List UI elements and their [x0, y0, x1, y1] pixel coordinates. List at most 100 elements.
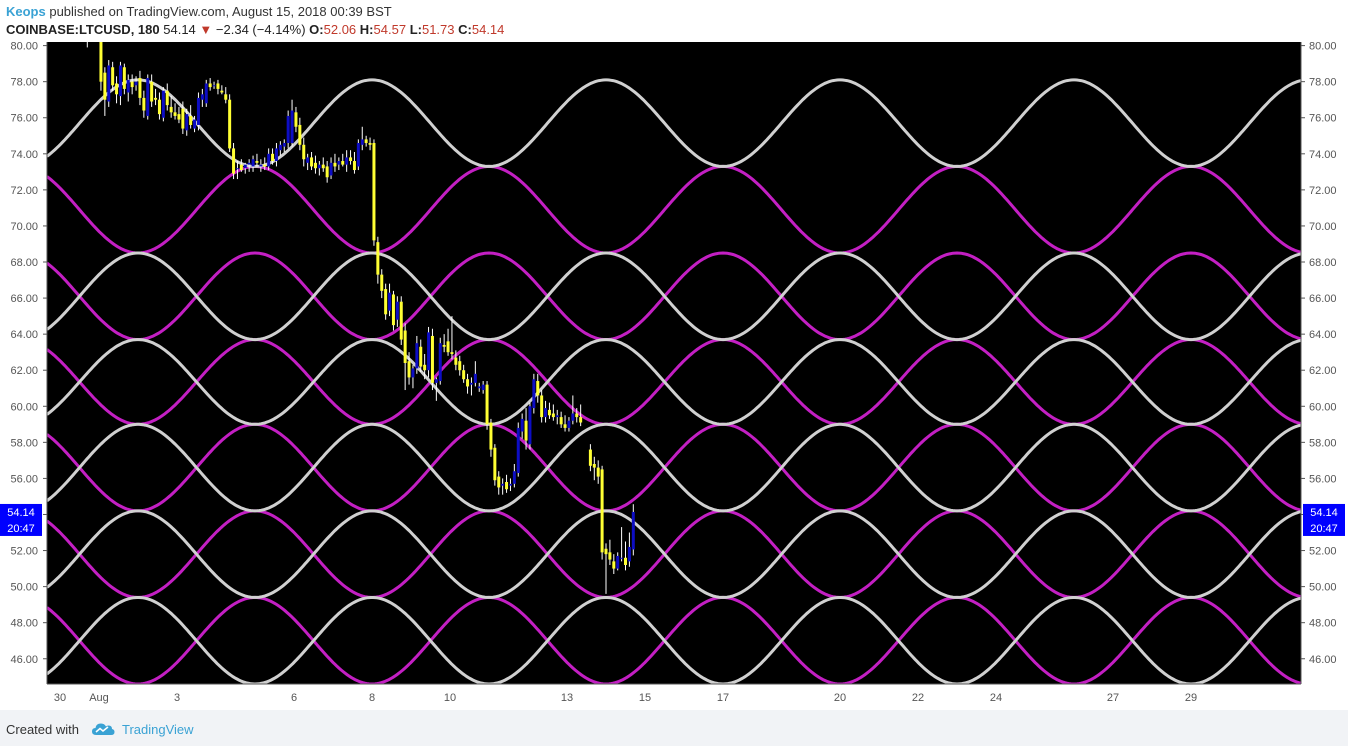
candle-body — [193, 119, 197, 129]
candle-body — [247, 162, 251, 165]
price-tag-price-right: 54.14 — [1310, 507, 1338, 519]
open-label: O: — [309, 22, 324, 37]
candle-body — [138, 78, 142, 98]
white-wave-2 — [47, 338, 1301, 426]
candle-body — [520, 418, 524, 432]
candle-body — [524, 420, 528, 441]
candle-body — [122, 67, 126, 89]
y-tick-label-left: 76.00 — [10, 113, 38, 125]
x-tick-label: 15 — [639, 692, 651, 704]
candle-body — [458, 361, 462, 371]
candle-body — [575, 413, 579, 418]
candle-body — [310, 157, 314, 167]
y-tick-label-left: 72.00 — [10, 185, 38, 197]
candle-body — [232, 148, 236, 174]
y-tick-label-left: 60.00 — [10, 401, 38, 413]
price-tags: 54.14 20:47 54.14 20:47 — [0, 503, 1345, 536]
author-link[interactable]: Keops — [6, 4, 46, 19]
candle-body — [165, 90, 169, 106]
publish-info: Keops published on TradingView.com, Augu… — [6, 4, 392, 19]
candle-body — [505, 482, 509, 490]
candle-body — [600, 469, 604, 553]
candle-body — [450, 352, 454, 354]
tradingview-link[interactable]: TradingView — [122, 722, 194, 737]
price-chart[interactable]: 80.00 78.00 76.00 74.00 72.00 70.00 68.00 66.00… — [0, 42, 1348, 710]
y-tick-label-right: 66.00 — [1309, 293, 1337, 305]
created-with-text: Created with — [6, 722, 79, 737]
candle-body — [516, 427, 520, 474]
candle-body — [130, 81, 134, 88]
x-tick-label: 22 — [912, 692, 924, 704]
price-tag-right — [1303, 503, 1345, 536]
price-tag-time-left: 20:47 — [7, 523, 35, 535]
candle-body — [485, 384, 489, 425]
last-price: 54.14 — [163, 22, 196, 37]
y-tick-label-left: 48.00 — [10, 618, 38, 630]
candle-body — [627, 546, 631, 562]
candle-body — [157, 99, 161, 115]
candle-body — [251, 159, 255, 167]
y-tick-label-left: 74.00 — [10, 149, 38, 161]
candles — [86, 42, 635, 594]
candle-body — [306, 157, 310, 163]
candle-body — [430, 335, 434, 383]
y-tick-label-left: 68.00 — [10, 257, 38, 269]
footer: Created with TradingView — [0, 710, 1348, 746]
y-tick-label-left: 52.00 — [10, 546, 38, 558]
tradingview-cloud-icon[interactable] — [91, 721, 115, 737]
candle-body — [407, 361, 411, 378]
candle-body — [616, 555, 620, 569]
candle-body — [559, 417, 563, 425]
candle-body — [200, 94, 204, 100]
candle-body — [384, 289, 388, 315]
x-tick-label: 27 — [1107, 692, 1119, 704]
candle-body — [551, 413, 555, 418]
y-tick-label-right: 72.00 — [1309, 185, 1337, 197]
candle-body — [612, 561, 616, 569]
candle-body — [469, 382, 473, 385]
candle-body — [442, 344, 446, 347]
candle-body — [555, 415, 559, 418]
candle-body — [282, 142, 286, 147]
high-label: H: — [359, 22, 374, 37]
open-value: 52.06 — [323, 22, 357, 37]
close-label: C: — [458, 22, 472, 37]
candle-body — [352, 161, 356, 171]
candle-body — [427, 332, 431, 371]
candle-body — [380, 274, 384, 291]
x-tick-label: Aug — [89, 692, 109, 704]
symbol-info: COINBASE:LTCUSD, 180 54.14 ▼ −2.34 (−4.1… — [6, 22, 504, 37]
candle-body — [349, 157, 353, 162]
x-tick-label: 8 — [369, 692, 375, 704]
candle-body — [111, 67, 115, 86]
candle-body — [454, 357, 458, 365]
candle-body — [620, 557, 624, 559]
candle-body — [298, 124, 302, 145]
candle-body — [419, 346, 423, 367]
candle-body — [547, 409, 551, 416]
white-wave-0 — [47, 78, 1301, 168]
candle-body — [631, 511, 635, 550]
chart-area[interactable]: 80.00 78.00 76.00 74.00 72.00 70.00 68.00 66.00… — [0, 42, 1348, 710]
candle-body — [596, 467, 600, 477]
candle-body — [302, 144, 306, 160]
symbol-name: COINBASE:LTCUSD, 180 — [6, 22, 160, 37]
candle-body — [588, 449, 592, 466]
candle-body — [103, 72, 107, 100]
plot-background[interactable] — [47, 42, 1301, 684]
candle-body — [286, 115, 290, 143]
candle-body — [173, 112, 177, 116]
candle-body — [473, 373, 477, 383]
candle-body — [185, 114, 189, 131]
y-tick-label-right: 78.00 — [1309, 77, 1337, 89]
candle-body — [528, 406, 532, 445]
candle-body — [544, 408, 548, 418]
candle-body — [313, 162, 317, 169]
candle-body — [255, 161, 259, 163]
candle-body — [189, 115, 193, 125]
candle-body — [415, 343, 419, 369]
candle-body — [329, 162, 333, 176]
candle-body — [146, 78, 150, 116]
candle-body — [208, 83, 212, 88]
candle-body — [181, 108, 185, 129]
